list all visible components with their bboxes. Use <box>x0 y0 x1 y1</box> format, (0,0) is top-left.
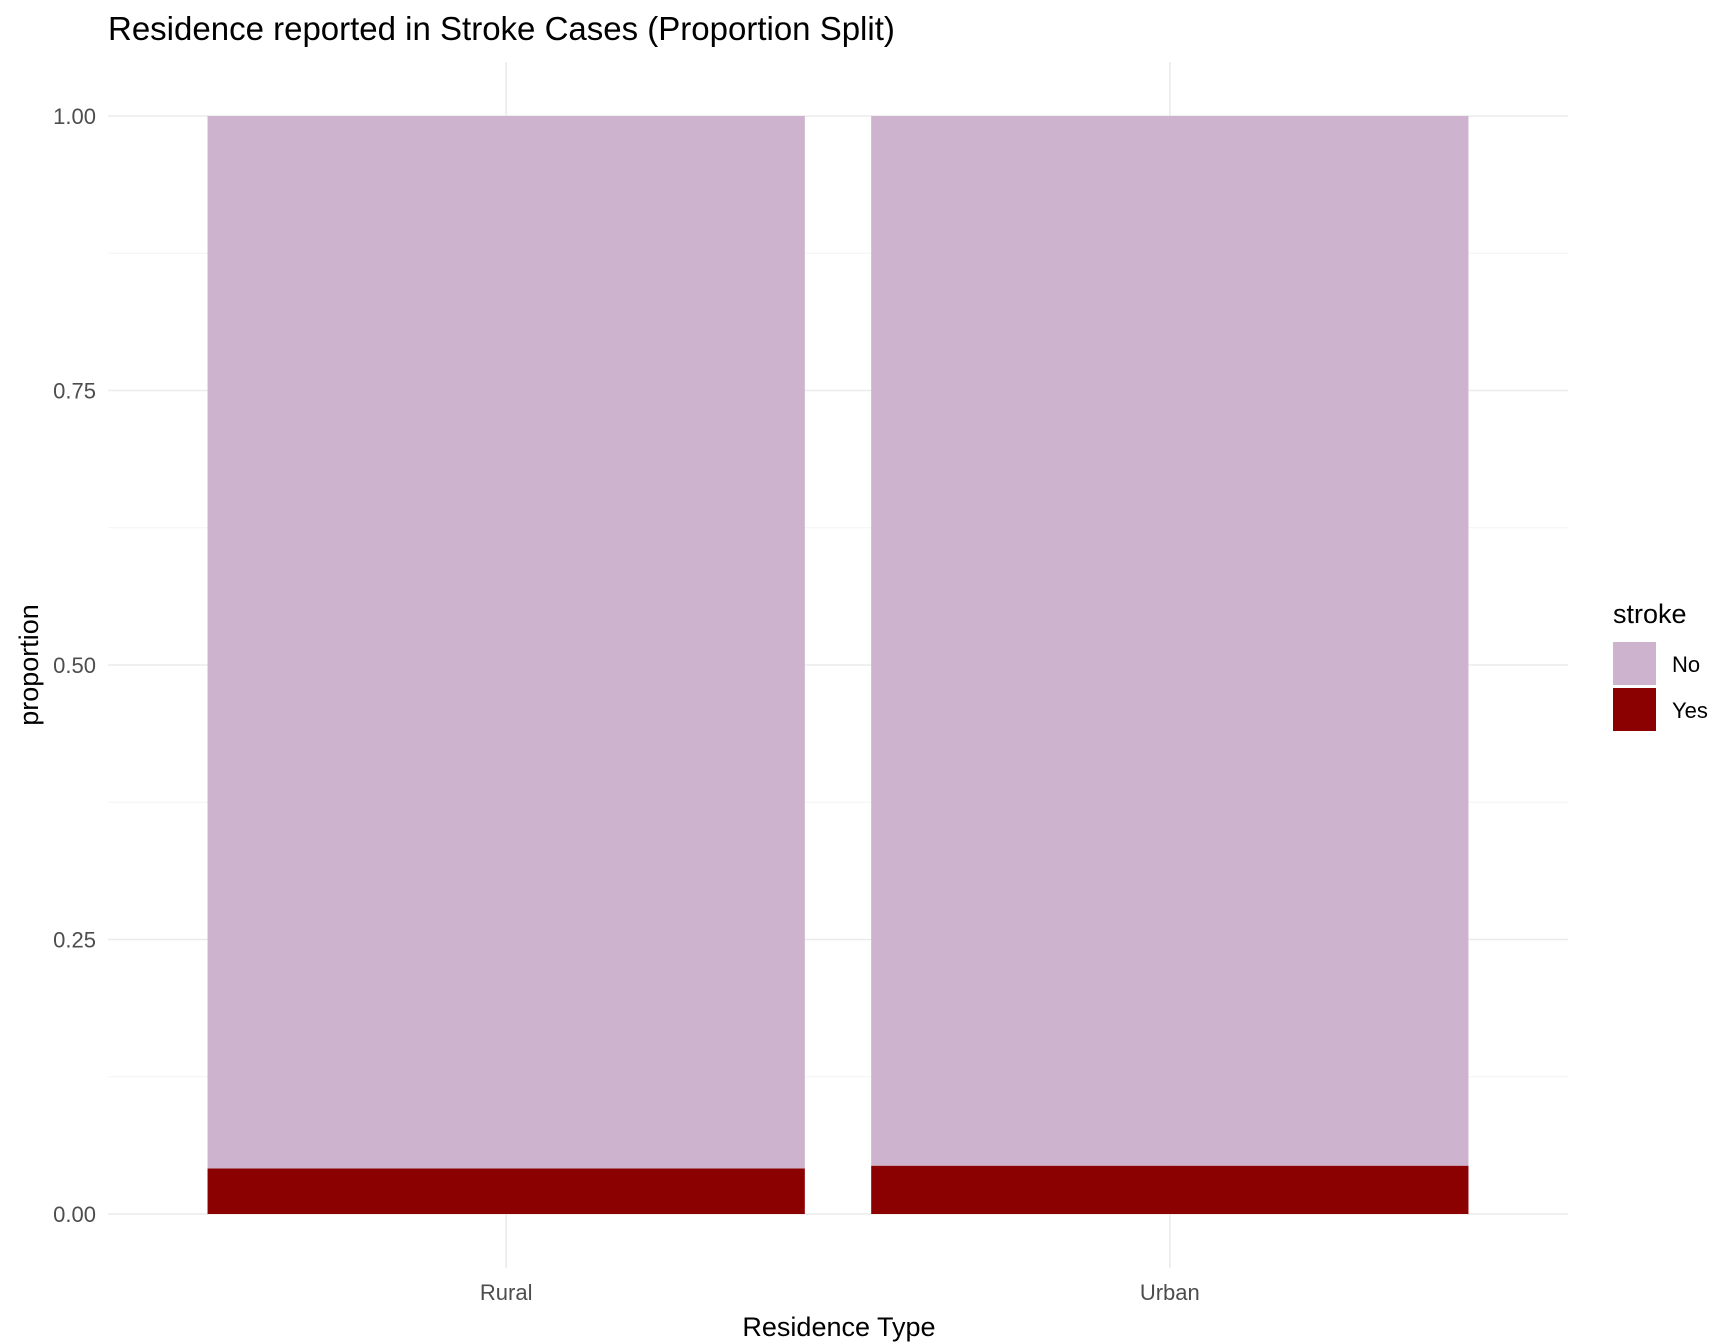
legend-label-yes: Yes <box>1672 698 1708 723</box>
legend-title: stroke <box>1613 599 1687 629</box>
x-axis-ticks: Rural Urban <box>480 1280 1200 1305</box>
bar-rural-no <box>207 116 805 1169</box>
y-tick-label: 0.50 <box>53 653 96 678</box>
x-tick-label: Urban <box>1140 1280 1200 1305</box>
y-tick-label: 0.00 <box>53 1202 96 1227</box>
y-axis-ticks: 0.00 0.25 0.50 0.75 1.00 <box>53 104 96 1227</box>
y-tick-label: 0.75 <box>53 379 96 404</box>
legend: stroke No Yes <box>1613 599 1708 731</box>
x-tick-label: Rural <box>480 1280 533 1305</box>
y-axis-title: proportion <box>14 604 44 726</box>
bar-urban-yes <box>871 1165 1469 1214</box>
bar-rural-yes <box>207 1168 805 1214</box>
legend-key-no <box>1613 642 1656 685</box>
x-axis-title: Residence Type <box>742 1312 935 1342</box>
bar-urban-no <box>871 116 1469 1166</box>
bars <box>207 116 1469 1214</box>
y-tick-label: 0.25 <box>53 928 96 953</box>
y-tick-label: 1.00 <box>53 104 96 129</box>
legend-label-no: No <box>1672 652 1700 677</box>
legend-key-yes <box>1613 688 1656 731</box>
chart-title: Residence reported in Stroke Cases (Prop… <box>108 10 895 47</box>
